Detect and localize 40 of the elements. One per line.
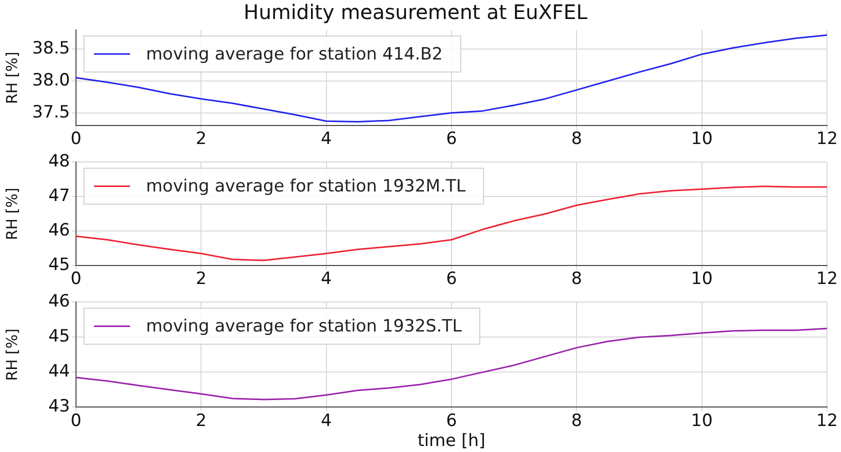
x-tick-label: 0	[70, 269, 82, 290]
x-tick-label: 6	[446, 269, 457, 290]
legend-label: moving average for station 1932S.TL	[146, 316, 462, 337]
x-tick-label: 6	[446, 410, 457, 431]
y-tick-label: 38.0	[32, 70, 70, 90]
y-tick-label: 43	[48, 396, 70, 417]
x-axis-title: time [h]	[418, 431, 486, 452]
x-tick-label: 8	[571, 269, 582, 290]
y-tick-label: 38.5	[32, 38, 70, 59]
x-tick-label: 10	[691, 269, 713, 290]
y-tick-label: 46	[48, 292, 70, 312]
x-tick-label: 2	[196, 410, 207, 431]
y-axis-title: RH [%]	[2, 188, 21, 240]
x-tick-label: 10	[691, 129, 713, 150]
x-tick-label: 2	[196, 129, 207, 150]
y-axis-title: RH [%]	[2, 52, 21, 104]
y-tick-label: 45	[48, 326, 70, 347]
x-tick-label: 4	[320, 269, 332, 290]
y-tick-label: 37.5	[32, 102, 70, 122]
y-tick-label: 48	[48, 152, 70, 172]
y-axis-title: RH [%]	[2, 328, 21, 381]
x-tick-label: 8	[571, 410, 582, 431]
x-tick-label: 6	[446, 129, 457, 150]
legend-label: moving average for station 414.B2	[146, 44, 443, 64]
x-tick-label: 2	[196, 269, 207, 290]
y-tick-label: 44	[48, 362, 70, 382]
x-tick-label: 12	[816, 269, 838, 290]
x-tick-label: 12	[816, 410, 838, 431]
y-tick-label: 47	[48, 186, 70, 206]
legend-label: moving average for station 1932M.TL	[146, 176, 466, 197]
y-tick-label: 46	[48, 220, 70, 241]
x-tick-label: 12	[816, 129, 838, 150]
chart-title: Humidity measurement at EuXFEL	[244, 0, 588, 24]
x-tick-label: 8	[571, 129, 582, 150]
x-tick-label: 10	[691, 410, 713, 431]
x-tick-label: 4	[320, 129, 332, 150]
y-tick-label: 45	[48, 255, 70, 276]
x-tick-label: 0	[70, 129, 82, 150]
x-tick-label: 0	[70, 410, 82, 431]
x-tick-label: 4	[320, 410, 332, 431]
